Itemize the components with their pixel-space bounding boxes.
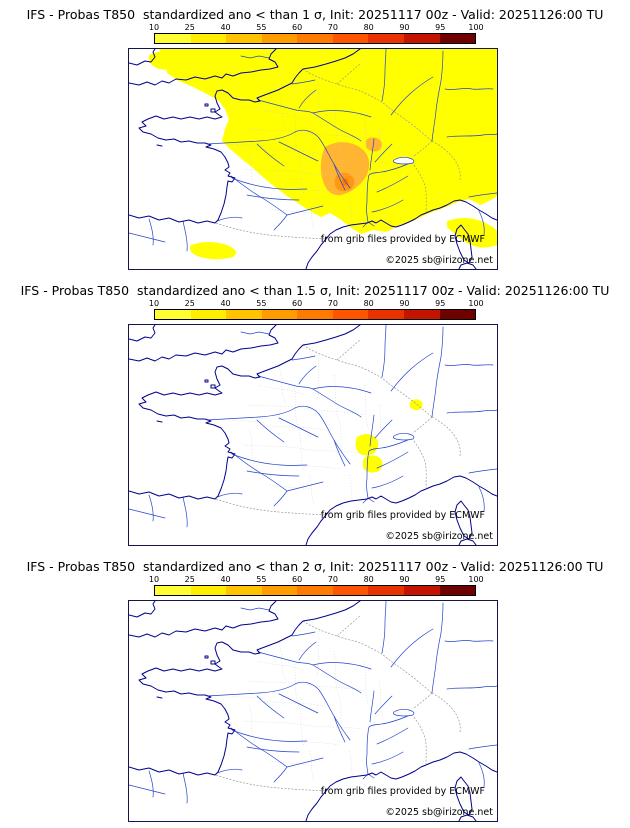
prob-area-mid xyxy=(365,137,382,152)
colorbar-segment xyxy=(190,34,227,43)
colorbar-ticks: 10 25 40 55 60 70 80 90 95 100 xyxy=(149,23,484,33)
credit-text: from grib files provided by ECMWF xyxy=(320,786,485,797)
colorbar-segment xyxy=(297,586,333,595)
colorbar-tick-label: 80 xyxy=(363,23,374,32)
colorbar-segment xyxy=(332,310,369,319)
prob-area-low xyxy=(355,434,379,456)
colorbar-tick-label: 60 xyxy=(292,23,303,32)
colorbar-tick-label: 100 xyxy=(468,299,484,308)
colorbar-segment xyxy=(297,34,333,43)
panel-title: IFS - Probas T850 standardized ano < tha… xyxy=(26,7,604,22)
map-france: from grib files provided by ECMWF ©2025 … xyxy=(128,324,498,546)
panel-title: IFS - Probas T850 standardized ano < tha… xyxy=(20,283,610,298)
colorbar-segment xyxy=(226,586,262,595)
panel-prob-1sigma: IFS - Probas T850 standardized ano < tha… xyxy=(0,0,630,276)
colorbar-tick-label: 80 xyxy=(363,299,374,308)
colorbar-tick-label: 95 xyxy=(435,299,446,308)
colorbar-segment xyxy=(190,586,227,595)
prob-area-low xyxy=(447,218,497,248)
colorbar-segment xyxy=(297,310,333,319)
colorbar-segment xyxy=(439,586,476,595)
copyright-text: ©2025 sb@irizone.net xyxy=(385,807,493,818)
colorbar-tick-label: 60 xyxy=(292,299,303,308)
prob-area-low xyxy=(159,49,497,234)
colorbar-tick-label: 55 xyxy=(256,23,267,32)
map-svg xyxy=(129,325,497,545)
colorbar-tick-label: 90 xyxy=(399,23,410,32)
colorbar-tick-label: 80 xyxy=(363,575,374,584)
colorbar-segment xyxy=(368,586,404,595)
colorbar-segment xyxy=(403,34,440,43)
colorbar-tick-label: 10 xyxy=(148,575,160,584)
colorbar-segment xyxy=(403,586,440,595)
panel-prob-1_5sigma: IFS - Probas T850 standardized ano < tha… xyxy=(0,276,630,552)
colorbar-tick-label: 60 xyxy=(292,575,303,584)
colorbar-tick-label: 70 xyxy=(327,299,338,308)
colorbar-ticks: 10 25 40 55 60 70 80 90 95 100 xyxy=(149,299,484,309)
colorbar-segment xyxy=(155,586,191,595)
colorbar-tick-label: 55 xyxy=(256,575,267,584)
colorbar-gradient xyxy=(154,309,476,320)
colorbar: 10 25 40 55 60 70 80 90 95 100 xyxy=(149,23,484,44)
prob-area-low xyxy=(409,399,423,411)
panel-prob-2sigma: IFS - Probas T850 standardized ano < tha… xyxy=(0,552,630,828)
colorbar-segment xyxy=(439,310,476,319)
colorbar-gradient xyxy=(154,33,476,44)
colorbar-gradient xyxy=(154,585,476,596)
colorbar-tick-label: 70 xyxy=(327,575,338,584)
colorbar-segment xyxy=(261,310,298,319)
colorbar: 10 25 40 55 60 70 80 90 95 100 xyxy=(149,299,484,320)
colorbar-tick-label: 70 xyxy=(327,23,338,32)
colorbar-segment xyxy=(439,34,476,43)
colorbar-segment xyxy=(332,586,369,595)
colorbar-segment xyxy=(368,310,404,319)
panel-title: IFS - Probas T850 standardized ano < tha… xyxy=(26,559,604,574)
colorbar-segment xyxy=(332,34,369,43)
colorbar-tick-label: 55 xyxy=(256,299,267,308)
prob-area-low xyxy=(189,242,236,260)
colorbar-segment xyxy=(226,310,262,319)
colorbar-segment xyxy=(155,310,191,319)
colorbar-segment xyxy=(261,34,298,43)
colorbar-segment xyxy=(261,586,298,595)
prob-area-low xyxy=(148,51,181,70)
colorbar-tick-label: 10 xyxy=(148,23,160,32)
colorbar-segment xyxy=(155,34,191,43)
colorbar-tick-label: 40 xyxy=(220,299,231,308)
colorbar-tick-label: 25 xyxy=(184,575,195,584)
colorbar-tick-label: 90 xyxy=(399,575,410,584)
probability-overlay-1sigma xyxy=(148,49,497,260)
colorbar-tick-label: 40 xyxy=(220,575,231,584)
colorbar-tick-label: 90 xyxy=(399,299,410,308)
colorbar-tick-label: 95 xyxy=(435,23,446,32)
colorbar-ticks: 10 25 40 55 60 70 80 90 95 100 xyxy=(149,575,484,585)
colorbar-tick-label: 95 xyxy=(435,575,446,584)
colorbar-tick-label: 25 xyxy=(184,299,195,308)
map-france: from grib files provided by ECMWF ©2025 … xyxy=(128,600,498,822)
colorbar: 10 25 40 55 60 70 80 90 95 100 xyxy=(149,575,484,596)
prob-area-mid xyxy=(320,142,370,196)
colorbar-segment xyxy=(403,310,440,319)
colorbar-tick-label: 25 xyxy=(184,23,195,32)
prob-area-low xyxy=(362,455,383,473)
map-france: from grib files provided by ECMWF ©2025 … xyxy=(128,48,498,270)
credit-text: from grib files provided by ECMWF xyxy=(320,510,485,521)
colorbar-segment xyxy=(368,34,404,43)
colorbar-tick-label: 40 xyxy=(220,23,231,32)
colorbar-segment xyxy=(190,310,227,319)
colorbar-tick-label: 100 xyxy=(468,23,484,32)
copyright-text: ©2025 sb@irizone.net xyxy=(385,531,493,542)
colorbar-segment xyxy=(226,34,262,43)
colorbar-tick-label: 100 xyxy=(468,575,484,584)
map-svg xyxy=(129,49,497,269)
credit-text: from grib files provided by ECMWF xyxy=(320,234,485,245)
colorbar-tick-label: 10 xyxy=(148,299,160,308)
copyright-text: ©2025 sb@irizone.net xyxy=(385,255,493,266)
